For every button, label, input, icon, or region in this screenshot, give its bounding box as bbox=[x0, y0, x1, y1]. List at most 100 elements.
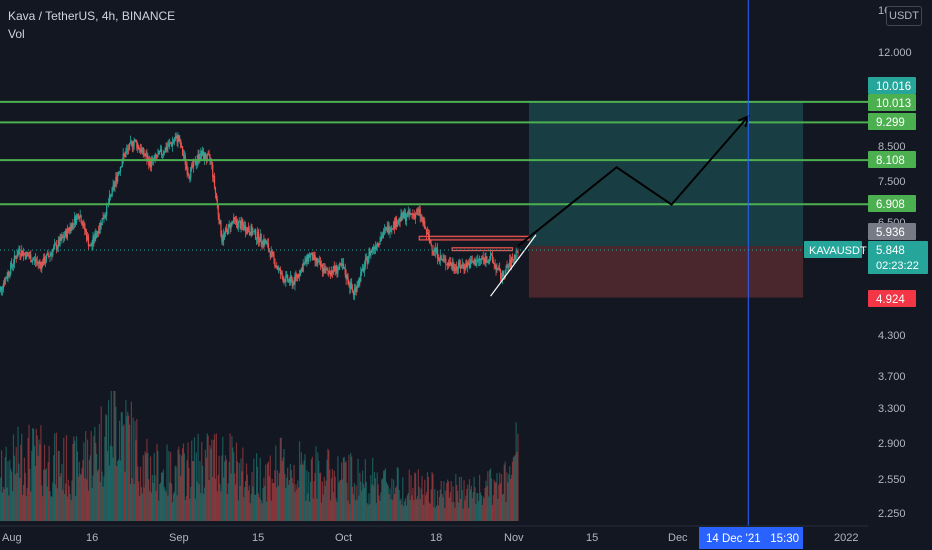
volume-bar bbox=[118, 420, 121, 521]
candle-body bbox=[234, 219, 237, 221]
candle-body bbox=[232, 221, 234, 223]
volume-bar bbox=[477, 493, 479, 521]
volume-bar bbox=[504, 461, 506, 521]
volume-bar bbox=[374, 478, 377, 521]
candle-body bbox=[230, 222, 232, 230]
candle-body bbox=[383, 229, 386, 231]
volume-bar bbox=[372, 457, 374, 521]
volume-bar bbox=[66, 496, 69, 521]
volume-bar bbox=[57, 450, 59, 521]
volume-bar bbox=[514, 454, 516, 521]
candle-body bbox=[269, 251, 271, 258]
support-trendline bbox=[490, 234, 537, 297]
volume-bar bbox=[69, 494, 71, 521]
candle-body bbox=[5, 278, 7, 280]
candle-body bbox=[418, 209, 420, 212]
candle-body bbox=[27, 254, 29, 257]
volume-bar bbox=[58, 450, 60, 521]
volume-bar bbox=[189, 499, 191, 521]
volume-indicator-label[interactable]: Vol bbox=[8, 27, 25, 41]
time-axis[interactable]: Aug 16 Sep 15 Oct 18 Nov 15 Dec 2022 14 … bbox=[0, 525, 868, 549]
candle-body bbox=[477, 260, 479, 262]
currency-button[interactable]: USDT bbox=[886, 6, 922, 26]
volume-bar bbox=[517, 433, 519, 521]
volume-bar bbox=[255, 453, 258, 521]
candle-body bbox=[415, 213, 418, 215]
volume-bar bbox=[53, 455, 55, 521]
volume-bar bbox=[469, 489, 472, 521]
candle-body bbox=[468, 263, 471, 268]
price-label-9299: 9.299 bbox=[876, 117, 905, 129]
candle-body bbox=[306, 254, 308, 262]
volume-bar bbox=[168, 451, 170, 521]
volume-bar bbox=[123, 424, 125, 521]
price-tick: 2.550 bbox=[878, 474, 906, 486]
volume-bar bbox=[467, 484, 469, 521]
candle-body bbox=[463, 265, 465, 269]
volume-bar bbox=[427, 476, 430, 521]
candle-body bbox=[234, 217, 236, 220]
volume-bar bbox=[2, 487, 5, 521]
volume-bar bbox=[415, 473, 417, 521]
candle-body bbox=[31, 261, 33, 263]
volume-bar bbox=[100, 406, 102, 521]
candle-body bbox=[486, 256, 488, 261]
candle-body bbox=[410, 212, 412, 214]
volume-bar bbox=[37, 456, 39, 521]
candle-body bbox=[309, 254, 312, 257]
volume-bar bbox=[33, 445, 36, 521]
price-label-6908-bg bbox=[868, 195, 916, 212]
volume-bar bbox=[93, 436, 95, 521]
candle-body bbox=[127, 149, 129, 151]
volume-bar bbox=[492, 495, 494, 521]
volume-bar bbox=[175, 466, 177, 521]
volume-bar bbox=[116, 466, 118, 521]
volume-bar bbox=[209, 445, 211, 521]
price-axis[interactable]: 16.000 12.000 8.500 7.500 6.500 4.300 3.… bbox=[804, 5, 928, 520]
volume-bar bbox=[364, 459, 366, 521]
candle-body bbox=[283, 279, 285, 282]
volume-bar bbox=[38, 439, 40, 521]
volume-bar bbox=[153, 453, 155, 521]
candle-body bbox=[344, 268, 346, 275]
volume-bar bbox=[400, 498, 402, 521]
volume-bar bbox=[229, 433, 231, 521]
candle-body bbox=[461, 264, 463, 268]
candle-body bbox=[202, 151, 205, 160]
candle-body bbox=[243, 225, 245, 230]
volume-bar bbox=[35, 428, 37, 521]
candle-body bbox=[11, 265, 14, 267]
candle-body bbox=[305, 259, 307, 262]
candle-body bbox=[229, 224, 231, 230]
position-tool[interactable] bbox=[528, 101, 804, 298]
volume-bar bbox=[397, 468, 399, 521]
horizontal-levels[interactable] bbox=[0, 100, 868, 206]
volume-bar bbox=[22, 494, 24, 521]
volume-bar bbox=[441, 493, 443, 521]
volume-bar bbox=[421, 475, 423, 521]
volume-bar bbox=[249, 503, 251, 521]
price-tick: 3.300 bbox=[878, 403, 906, 415]
crosshair-time-label-bg bbox=[699, 527, 803, 549]
volume-bar bbox=[36, 435, 38, 521]
candle-body bbox=[322, 267, 324, 272]
volume-bar bbox=[158, 500, 160, 521]
volume-bar bbox=[134, 421, 136, 521]
volume-bar bbox=[500, 483, 502, 521]
volume-bar bbox=[300, 452, 302, 521]
volume-bar bbox=[353, 483, 355, 521]
volume-bar bbox=[145, 453, 147, 521]
volume-bar bbox=[60, 473, 62, 521]
candle-body bbox=[85, 232, 88, 240]
candle-body bbox=[181, 146, 184, 155]
candle-body bbox=[14, 255, 16, 258]
volume-bar bbox=[454, 507, 456, 521]
candle-body bbox=[444, 258, 446, 260]
volume-bar bbox=[245, 463, 248, 521]
candle-body bbox=[213, 176, 216, 188]
volume-bar bbox=[152, 483, 154, 521]
volume-bar bbox=[354, 500, 356, 521]
candle-body bbox=[335, 265, 337, 271]
volume-bar bbox=[221, 455, 223, 521]
